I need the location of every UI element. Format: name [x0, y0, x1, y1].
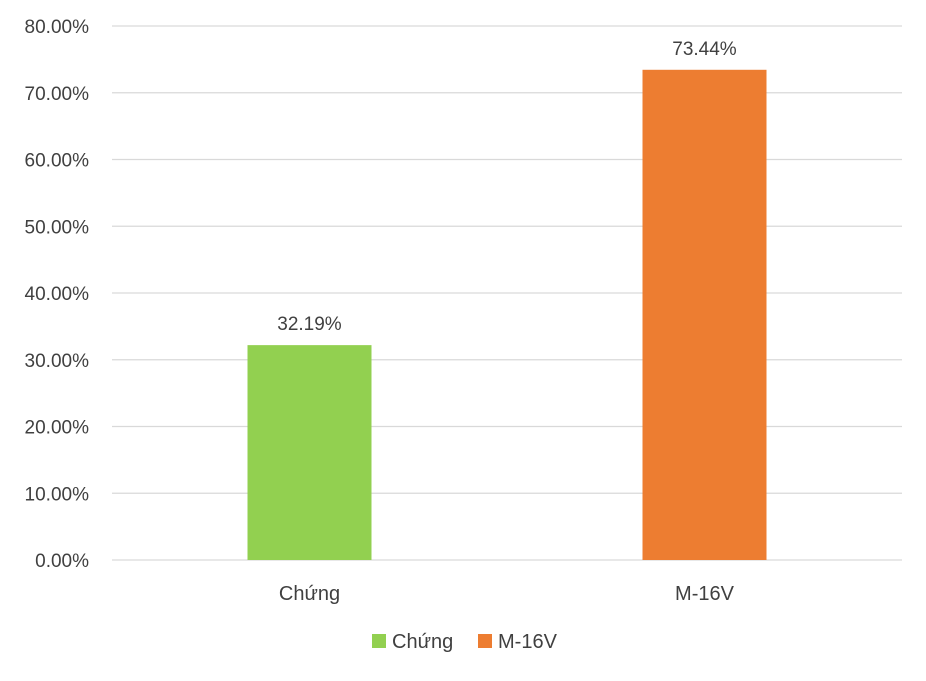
y-tick-label: 50.00%: [25, 217, 90, 238]
bar: [642, 69, 767, 561]
y-tick-label: 10.00%: [25, 484, 90, 505]
x-axis-categories: Chứng M-16V: [279, 583, 735, 605]
y-tick-label: 40.00%: [25, 284, 90, 305]
y-tick-label: 60.00%: [25, 151, 90, 172]
y-tick-label: 20.00%: [25, 418, 90, 439]
y-tick-label: 0.00%: [35, 551, 89, 572]
legend-label: Chứng: [392, 631, 453, 653]
legend-label: M-16V: [498, 631, 558, 653]
y-tick-label: 30.00%: [25, 351, 90, 372]
data-labels: 32.19% 73.44%: [277, 39, 737, 335]
category-label: Chứng: [279, 583, 340, 605]
y-tick-label: 70.00%: [25, 84, 90, 105]
data-label: 73.44%: [672, 39, 737, 60]
gridlines: [112, 25, 902, 561]
bars: [247, 69, 767, 561]
data-label: 32.19%: [277, 314, 342, 335]
legend-swatch: [372, 634, 386, 648]
category-label: M-16V: [675, 583, 735, 605]
y-axis-ticks: 0.00% 10.00% 20.00% 30.00% 40.00% 50.00% 60.00…: [25, 17, 90, 572]
bar: [247, 345, 372, 560]
legend-swatch: [478, 634, 492, 648]
y-tick-label: 80.00%: [25, 17, 90, 38]
legend: Chứng M-16V: [372, 631, 558, 653]
